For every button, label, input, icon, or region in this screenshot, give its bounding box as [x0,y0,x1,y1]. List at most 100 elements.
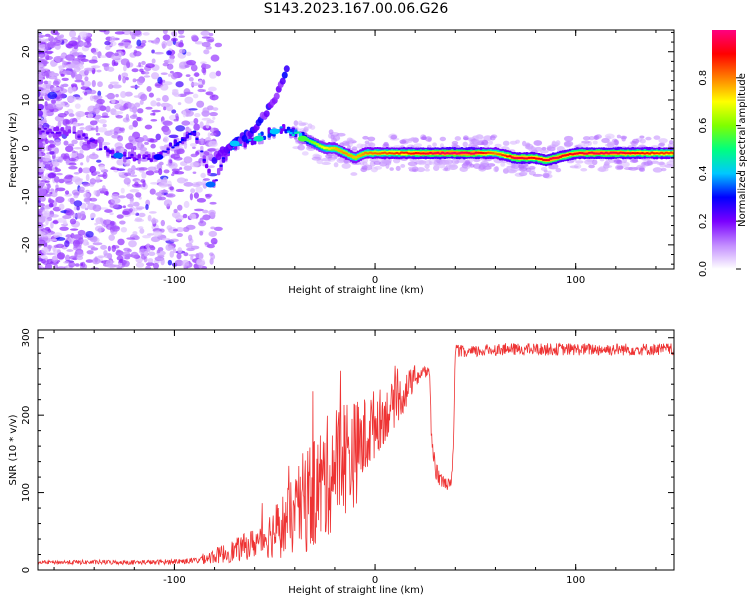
heatmap-cell [289,132,293,135]
heatmap-cell [83,67,94,72]
heatmap-cell [91,79,96,88]
heatmap-cell [177,204,183,211]
heatmap-cell [296,131,300,134]
heatmap-cell [158,181,169,188]
heatmap-cell [69,30,77,38]
heatmap-cell [528,165,536,170]
heatmap-cell [68,165,78,170]
heatmap-cell [137,141,143,149]
heatmap-cell [70,69,77,78]
heatmap-cell [409,158,417,162]
snr-line-layer [38,342,674,566]
heatmap-cell [463,135,469,141]
heatmap-noise-speckles [38,30,674,269]
heatmap-cell [68,113,75,117]
heatmap-cell [45,72,50,79]
heatmap-cell [189,213,197,220]
heatmap-cell [438,163,446,169]
heatmap-cell [201,79,206,86]
heatmap-cell [44,180,50,184]
heatmap-cell [310,141,315,144]
heatmap-cell [390,134,398,140]
heatmap-cell [144,124,153,130]
heatmap-cell [342,140,350,147]
heatmap-cell [607,141,616,145]
heatmap-cell [99,55,107,58]
heatmap-cell [671,152,674,155]
heatmap-cell [89,120,98,126]
heatmap-cell [38,231,46,235]
heatmap-cell [104,209,113,213]
heatmap-cell [148,251,156,257]
heatmap-cell [194,72,200,77]
heatmap-cell [169,159,173,164]
heatmap-cell [71,139,78,145]
colorbar: 0.0 0.2 0.4 0.6 0.8 Normalized spectral ampl… [698,30,748,277]
heatmap-cell [184,64,190,68]
heatmap-cell [208,140,218,148]
heatmap-cell [38,41,41,49]
heatmap-cell [181,259,190,267]
heatmap-cell [445,164,456,168]
heatmap-cell [38,110,44,117]
heatmap-cell [424,159,432,166]
heatmap-cell [137,108,144,114]
heatmap-cell [90,127,96,131]
heatmap-cell [189,142,197,147]
heatmap-cell [99,30,107,33]
heatmap-cell [628,166,638,171]
heatmap-cell [209,201,217,205]
heatmap-cell [313,142,317,145]
heatmap-cell [502,168,509,174]
heatmap-cell [148,92,154,98]
heatmap-cell [350,172,358,176]
heatmap-cell [77,135,81,138]
heatmap-cell [488,140,493,145]
snr-line [38,342,674,566]
heatmap-cell [520,170,528,176]
heatmap-cell [128,124,134,130]
heatmap-cell [483,135,493,142]
heatmap-cell [150,138,155,143]
heatmap-cell [40,206,46,212]
heatmap-cell [90,214,94,219]
heatmap-cell [138,62,142,68]
heatmap-cell [144,141,149,145]
heatmap-cell [291,133,296,137]
heatmap-cell [88,59,98,64]
heatmap-cell [432,165,440,172]
heatmap-cell [508,155,512,158]
heatmap-cell [200,30,211,36]
heatmap-cell [196,258,206,266]
heatmap-cell [541,146,547,151]
heatmap-cell [57,113,67,118]
heatmap-cell [60,73,65,77]
heatmap-cell [183,165,193,171]
heatmap-cell [621,136,626,142]
heatmap-cell [145,243,151,249]
heatmap-cell [88,89,97,95]
colorbar-tick-label: 0.2 [698,213,709,229]
heatmap-cell [92,204,102,212]
heatmap-cell [73,43,79,50]
heatmap-cell [176,177,187,184]
heatmap-cell [111,59,116,67]
heatmap-cell [77,229,86,236]
heatmap-cell [131,68,139,73]
heatmap-cell [42,193,53,197]
heatmap-cell [98,148,103,151]
heatmap-cell [638,167,646,172]
figure-title: S143.2023.167.00.06.G26 [263,1,449,17]
heatmap-cell [179,167,183,170]
heatmap-cell [60,84,64,92]
heatmap-cell [38,167,46,173]
heatmap-cell [172,248,177,254]
heatmap-cell [134,181,139,187]
heatmap-cell [118,262,123,267]
heatmap-cell [115,93,119,98]
heatmap-cell [145,204,149,210]
heatmap-cell [55,184,59,189]
heatmap-cell [194,41,204,45]
heatmap-cell [210,54,220,62]
heatmap-cell [147,214,152,222]
